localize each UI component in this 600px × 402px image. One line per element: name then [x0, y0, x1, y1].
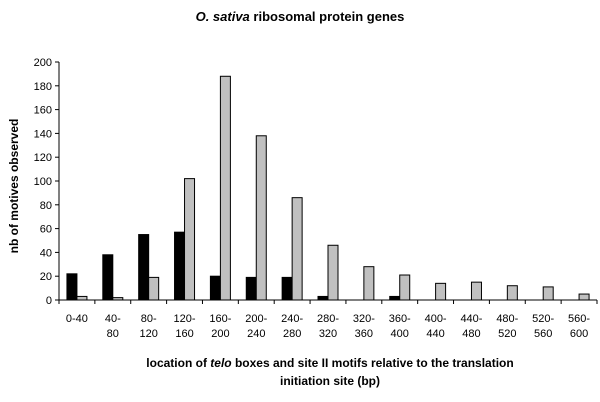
x-tick-label: 40-	[105, 313, 121, 325]
bar-series-2	[435, 282, 447, 301]
bar-series-1	[174, 231, 186, 301]
y-tick-label: 100	[34, 176, 52, 188]
x-tick-label: 200-	[245, 313, 267, 325]
bar-series-2	[399, 274, 411, 301]
x-tick-label: 520	[498, 328, 516, 340]
chart-title-species: O. sativa	[195, 9, 250, 24]
bar-series-2	[542, 286, 554, 301]
x-tick-label: 560-	[568, 313, 590, 325]
x-tick-label: 520-	[532, 313, 554, 325]
bar-series-1	[209, 275, 221, 301]
x-tick-label: 80	[107, 328, 119, 340]
y-tick-label: 200	[34, 57, 52, 69]
bar-series-2	[291, 197, 303, 301]
bar-series-2	[327, 244, 339, 301]
y-tick-label: 180	[34, 81, 52, 93]
x-tick-label: 320	[319, 328, 337, 340]
x-tick-label: 600	[570, 328, 588, 340]
y-tick-label: 40	[40, 247, 52, 259]
x-axis-label-line-2: initiation site (bp)	[280, 374, 380, 388]
x-tick-label: 480	[462, 328, 480, 340]
x-tick-label: 0-40	[66, 313, 88, 325]
chart-title: O. sativa ribosomal protein genes	[0, 9, 600, 24]
x-axis-label: location of telo boxes and site II motif…	[60, 354, 600, 390]
bar-series-2	[76, 295, 88, 301]
y-tick-label: 120	[34, 152, 52, 164]
x-axis-label-part-1: location of	[146, 356, 211, 370]
x-tick-label: 400-	[425, 313, 447, 325]
bars	[66, 75, 590, 301]
bar-series-1	[138, 234, 150, 301]
bar-series-2	[148, 276, 160, 301]
y-tick-label: 0	[46, 295, 52, 307]
bar-series-2	[578, 293, 590, 301]
y-tick-label: 80	[40, 200, 52, 212]
x-tick-label: 240	[247, 328, 265, 340]
y-axis-label: nb of motives observed	[7, 118, 21, 254]
bar-series-2	[219, 75, 231, 301]
y-axis: 0 20 40 60 80 100 120 140 160 180 200	[34, 57, 60, 307]
bar-series-2	[363, 266, 375, 301]
bar-series-2	[470, 281, 482, 301]
x-tick-label: 480-	[496, 313, 518, 325]
x-tick-label: 160	[175, 328, 193, 340]
x-axis-label-italic: telo	[210, 356, 232, 370]
x-tick-label: 120-	[174, 313, 196, 325]
x-tick-label: 280-	[317, 313, 339, 325]
chart-title-rest: ribosomal protein genes	[249, 9, 405, 24]
y-tick-label: 160	[34, 105, 52, 117]
x-axis: 0-40 40- 80 80- 120 120- 160 160- 200 200- 240 240-…	[58, 299, 598, 340]
x-tick-label: 120	[139, 328, 157, 340]
x-tick-label: 200	[211, 328, 229, 340]
x-tick-label: 280	[283, 328, 301, 340]
bar-series-1	[281, 276, 293, 301]
x-tick-label: 160-	[209, 313, 231, 325]
bar-series-2	[255, 135, 267, 301]
x-tick-label: 360	[355, 328, 373, 340]
x-tick-label: 440	[426, 328, 444, 340]
x-tick-label: 560	[534, 328, 552, 340]
x-tick-label: 80-	[141, 313, 157, 325]
x-tick-label: 400	[391, 328, 409, 340]
x-tick-label: 240-	[281, 313, 303, 325]
x-tick-label: 440-	[460, 313, 482, 325]
y-tick-label: 20	[40, 271, 52, 283]
bar-series-1	[102, 254, 114, 301]
y-tick-label: 140	[34, 128, 52, 140]
x-tick-label: 320-	[353, 313, 375, 325]
bar-series-2	[506, 285, 518, 301]
bar-series-1	[66, 273, 78, 301]
bar-series-1	[317, 295, 329, 301]
y-tick-label: 60	[40, 224, 52, 236]
bar-series-2	[112, 297, 124, 301]
x-axis-label-line-1: location of telo boxes and site II motif…	[60, 354, 600, 372]
bar-series-1	[245, 276, 257, 301]
x-tick-label: 360-	[389, 313, 411, 325]
bar-series-2	[184, 178, 196, 301]
bar-series-1	[389, 295, 401, 301]
x-axis-label-part-2: boxes and site II motifs relative to the…	[231, 356, 514, 370]
